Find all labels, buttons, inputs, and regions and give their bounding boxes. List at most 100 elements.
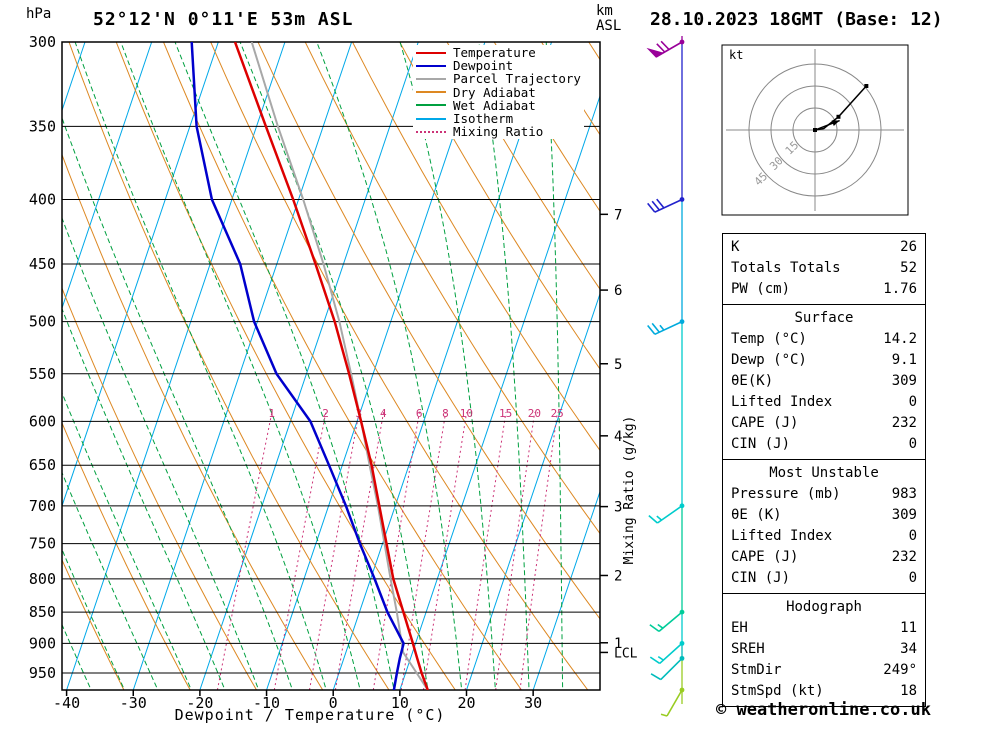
pressure-tick-label: 350 — [29, 117, 56, 135]
temperature-curve — [233, 42, 429, 690]
info-row: θE(K) 309 — [723, 371, 925, 392]
info-row: Pressure (mb) 983 — [723, 484, 925, 505]
wet-adiabat-line — [62, 548, 124, 688]
km-tick-label: 3 — [614, 500, 622, 516]
info-row: CAPE (J) 232 — [723, 547, 925, 568]
altitude-unit-km: km — [596, 3, 613, 19]
legend-item: Parcel Trajectory — [416, 71, 581, 87]
wet-adiabat-line — [316, 42, 462, 688]
info-row-value: 232 — [891, 549, 917, 565]
info-row-label: Lifted Index — [731, 394, 833, 410]
info-row: CAPE (J) 232 — [723, 413, 925, 434]
isotherm-line — [66, 42, 286, 690]
info-row: EH 11 — [723, 618, 925, 639]
info-row-label: Dewp (°C) — [731, 352, 807, 368]
info-row-value: 34 — [900, 641, 917, 657]
mixing-ratio-line — [334, 412, 385, 690]
legend-swatch — [416, 104, 446, 107]
hodograph-trace-point — [836, 114, 841, 119]
chart-legend: Temperature Dewpoint Parcel Trajectory Dry … — [413, 45, 584, 140]
dry-adiabat-line — [62, 558, 125, 690]
wind-barb — [646, 39, 685, 58]
isotherm-line — [532, 490, 600, 690]
info-row-label: StmSpd (kt) — [731, 683, 824, 699]
mixing-ratio-value-label: 6 — [416, 407, 423, 420]
dry-adiabat-line — [446, 42, 600, 291]
hodograph-ring — [748, 63, 882, 197]
legend-label: Wet Adiabat — [453, 97, 536, 113]
isotherm-line — [62, 42, 153, 310]
info-section-hodograph: Hodograph EH 11 SREH 34 StmDir 249° StmSpd (kt)… — [723, 593, 925, 706]
info-row-value: 0 — [908, 570, 917, 586]
dry-adiabat-line — [352, 42, 600, 452]
altitude-unit-asl: ASL — [596, 18, 622, 34]
mixing-ratio-line — [309, 412, 360, 690]
info-row: θE (K) 309 — [723, 505, 925, 526]
dry-adiabat-line — [62, 286, 257, 690]
mixing-ratio-line — [400, 412, 447, 690]
legend-item: Dewpoint — [416, 59, 581, 72]
isotherm-line — [0, 42, 18, 690]
info-row-label: PW (cm) — [731, 281, 791, 297]
info-row-label: SREH — [731, 641, 765, 657]
info-row-value: 0 — [908, 528, 917, 544]
info-row-value: 0 — [908, 394, 917, 410]
wind-barb — [648, 503, 685, 524]
isotherm-line — [332, 42, 553, 690]
info-row-label: CAPE (J) — [731, 549, 799, 565]
pressure-tick-label: 400 — [29, 190, 56, 208]
mixing-ratio-value-label: 20 — [528, 407, 541, 420]
info-row-value: 1.76 — [883, 281, 917, 297]
legend-label: Isotherm — [453, 111, 514, 127]
hodograph-unit-label: kt — [729, 48, 743, 62]
wet-adiabat-line — [545, 42, 564, 688]
wet-adiabat-line — [478, 42, 530, 688]
km-tick-label: 5 — [614, 357, 622, 373]
info-row-value: 9.1 — [891, 352, 917, 368]
info-row-label: Lifted Index — [731, 528, 833, 544]
hodograph-trace — [814, 85, 867, 131]
info-row-value: 11 — [900, 620, 917, 636]
pressure-tick-label: 700 — [29, 497, 56, 515]
info-row: StmSpd (kt) 18 — [723, 681, 925, 702]
km-tick-label: 2 — [614, 568, 622, 584]
wind-barb — [647, 319, 685, 336]
mixing-ratio-line — [519, 412, 558, 690]
info-row-label: EH — [731, 620, 748, 636]
legend-swatch — [416, 130, 446, 133]
wet-adiabat-line — [239, 42, 428, 688]
pressure-tick-label: 850 — [29, 603, 56, 621]
info-row-value: 18 — [900, 683, 917, 699]
info-section-header: Most Unstable — [769, 465, 879, 481]
legend-item: Mixing Ratio — [416, 125, 581, 138]
wind-barb — [647, 197, 685, 213]
info-section-surface: Surface Temp (°C) 14.2 Dewp (°C) 9.1 θE(K) 309… — [723, 304, 925, 459]
info-row: PW (cm) 1.76 — [723, 279, 925, 300]
info-row: Lifted Index 0 — [723, 526, 925, 547]
info-row-value: 26 — [900, 239, 917, 255]
isotherm-line — [266, 42, 486, 690]
info-row-label: Temp (°C) — [731, 331, 807, 347]
temperature-tick-label: 30 — [524, 694, 542, 712]
info-row-value: 309 — [891, 507, 917, 523]
sounding-curves — [190, 42, 429, 690]
wet-adiabat-line — [74, 42, 326, 688]
info-row: K 26 — [723, 237, 925, 258]
info-row-label: CIN (J) — [731, 436, 791, 452]
mixing-ratio-line — [273, 412, 327, 690]
pressure-tick-label: 600 — [29, 412, 56, 430]
temperature-tick-label: 20 — [457, 694, 475, 712]
wet-adiabat-line — [62, 391, 191, 688]
temperature-tick-label: -30 — [120, 694, 147, 712]
info-row: Temp (°C) 14.2 — [723, 329, 925, 350]
dry-adiabat-line — [62, 421, 191, 690]
chart-border — [61, 41, 601, 691]
info-row-label: Totals Totals — [731, 260, 841, 276]
info-row: SREH 34 — [723, 639, 925, 660]
dry-adiabat-line — [399, 42, 600, 370]
wind-barb — [650, 655, 685, 681]
parcel-trajectory-curve — [250, 42, 429, 690]
legend-swatch — [416, 117, 446, 120]
legend-label: Parcel Trajectory — [453, 71, 581, 87]
